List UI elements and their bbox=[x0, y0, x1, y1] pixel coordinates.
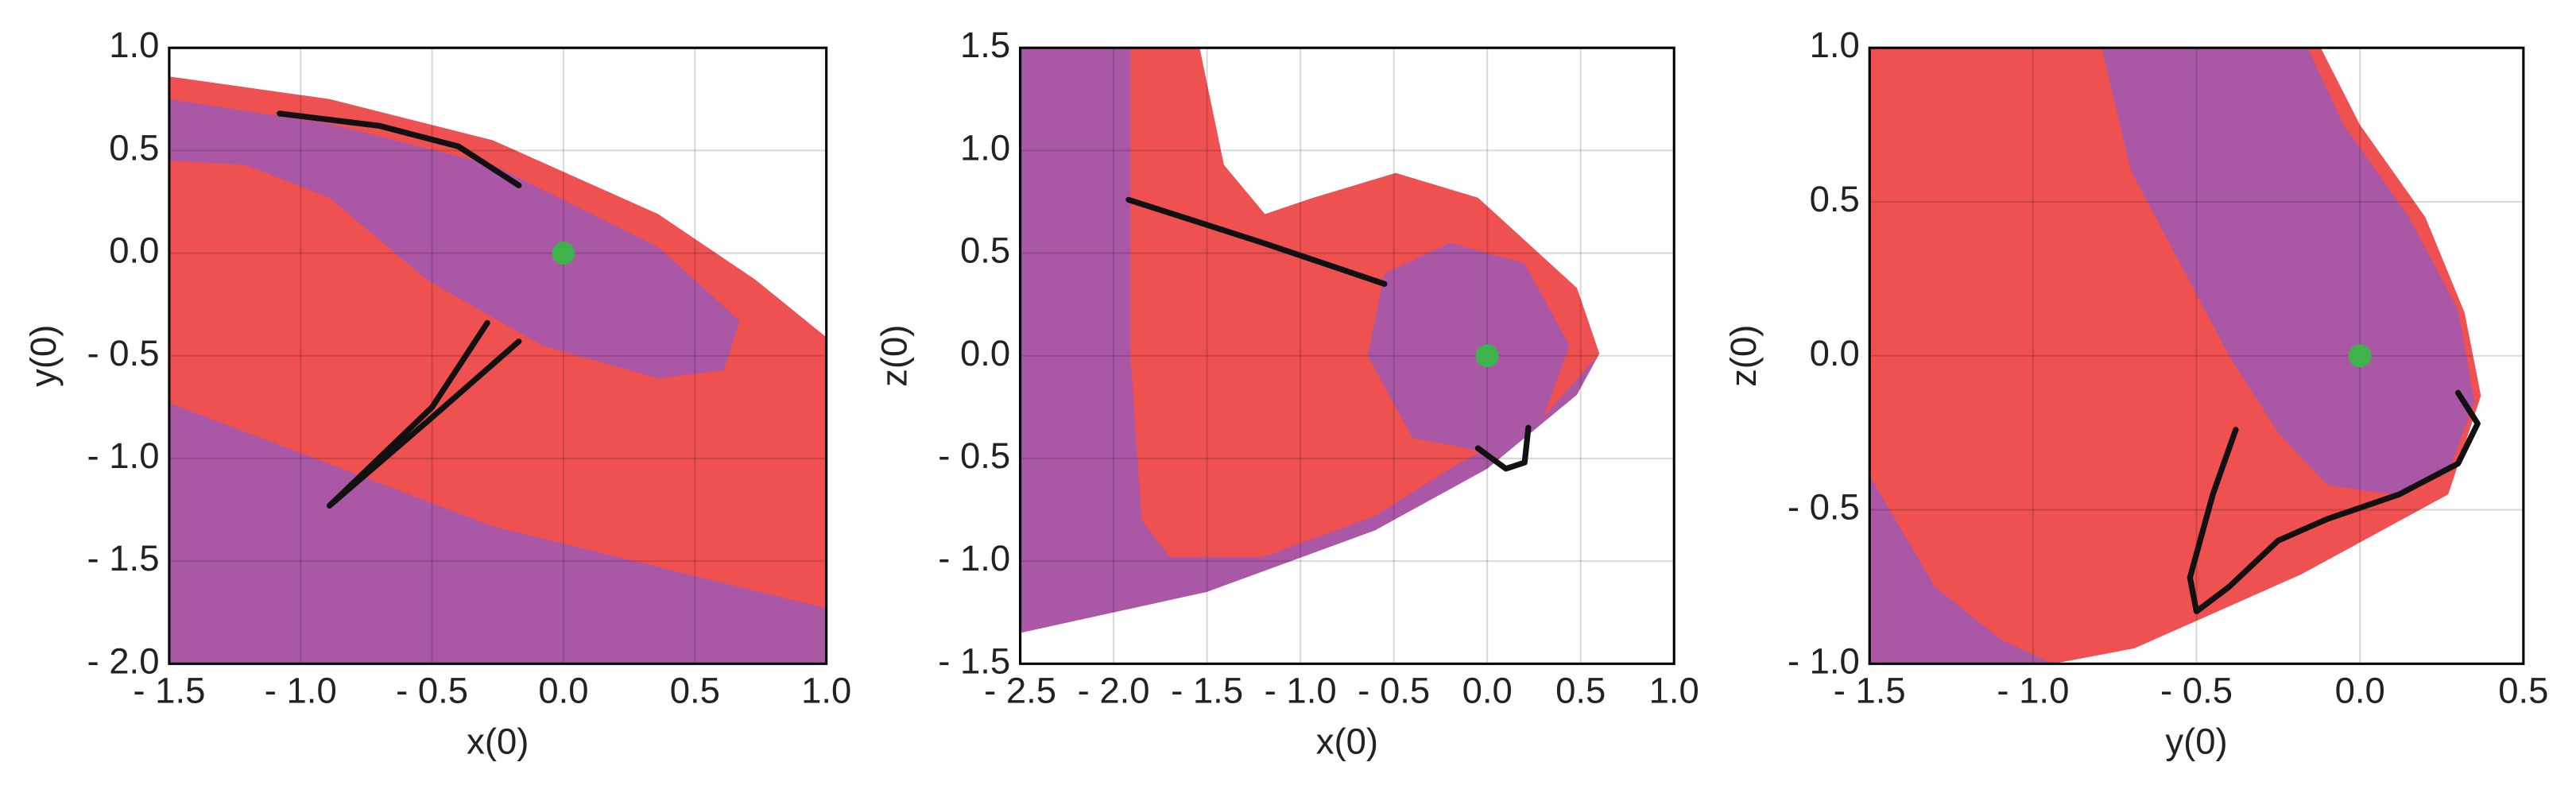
axes-frame bbox=[1868, 46, 2525, 665]
axes-frame bbox=[168, 46, 828, 665]
x-tick-label: 0.0 bbox=[538, 671, 588, 711]
x-tick-label: 0.5 bbox=[2498, 671, 2548, 711]
x-tick-label: - 0.5 bbox=[1358, 671, 1430, 711]
y-tick-label: - 1.5 bbox=[938, 640, 1010, 681]
y-tick-label: - 0.5 bbox=[938, 435, 1010, 476]
region bbox=[1869, 475, 2053, 664]
trajectory bbox=[2187, 389, 2481, 615]
x-tick-label: - 1.0 bbox=[1997, 671, 2069, 711]
y-tick-label: - 0.5 bbox=[1788, 487, 1860, 528]
x-axis-label: x(0) bbox=[467, 722, 529, 762]
x-tick-label: - 1.0 bbox=[265, 671, 337, 711]
y-axis-label: z(0) bbox=[1723, 325, 1764, 387]
region bbox=[169, 76, 827, 609]
y-tick-label: 0.0 bbox=[960, 333, 1010, 373]
point bbox=[552, 242, 575, 265]
trajectory bbox=[277, 110, 522, 188]
x-tick-label: - 1.0 bbox=[1265, 671, 1337, 711]
y-tick-label: 1.0 bbox=[109, 25, 159, 65]
region bbox=[2101, 48, 2475, 495]
point bbox=[2348, 344, 2372, 368]
x-tick-label: 0.5 bbox=[1555, 671, 1606, 711]
trajectory bbox=[1125, 196, 1388, 287]
x-tick-label: - 0.5 bbox=[2160, 671, 2233, 711]
x-tick-label: - 0.5 bbox=[396, 671, 468, 711]
y-tick-label: - 1.0 bbox=[938, 538, 1010, 578]
x-tick-label: 1.0 bbox=[1649, 671, 1699, 711]
y-axis-label: y(0) bbox=[23, 325, 64, 387]
y-tick-label: 0.0 bbox=[109, 230, 159, 271]
y-tick-label: - 1.5 bbox=[87, 538, 160, 578]
y-tick-label: 0.5 bbox=[960, 230, 1010, 271]
panel: - 1.5- 1.0- 0.5 0.0 0.5 1.0- 2.0- 1.5- 1.0-… bbox=[23, 25, 851, 761]
x-tick-label: - 2.0 bbox=[1078, 671, 1150, 711]
y-tick-label: 0.5 bbox=[109, 127, 159, 168]
region bbox=[169, 99, 740, 379]
x-tick-label: - 1.5 bbox=[133, 671, 205, 711]
trajectory bbox=[327, 339, 522, 509]
y-tick-label: 1.0 bbox=[1810, 25, 1860, 65]
point bbox=[1475, 344, 1499, 368]
panel: - 1.5- 1.0- 0.5 0.0 0.5- 1.0- 0.50.00.51.0… bbox=[1723, 25, 2548, 761]
x-tick-label: - 1.5 bbox=[1171, 671, 1243, 711]
plot-area bbox=[169, 48, 827, 664]
axes-frame bbox=[1019, 46, 1675, 665]
y-tick-label: - 1.0 bbox=[1788, 640, 1860, 681]
x-tick-label: - 1.5 bbox=[1834, 671, 1906, 711]
y-tick-label: 1.0 bbox=[960, 127, 1010, 168]
x-axis-label: y(0) bbox=[2165, 722, 2227, 762]
x-tick-label: 1.0 bbox=[801, 671, 851, 711]
plot-area bbox=[1869, 48, 2524, 664]
y-tick-label: 0.5 bbox=[1810, 179, 1860, 219]
y-tick-label: 1.5 bbox=[960, 25, 1010, 65]
x-tick-label: 0.5 bbox=[670, 671, 720, 711]
y-axis-label: z(0) bbox=[874, 325, 915, 387]
y-tick-label: - 2.0 bbox=[87, 640, 160, 681]
panel: - 2.5- 2.0- 1.5- 1.0- 0.5 0.0 0.5 1.0- 1.5-… bbox=[874, 25, 1699, 761]
trajectory bbox=[1474, 424, 1532, 472]
x-tick-label: - 2.5 bbox=[984, 671, 1056, 711]
x-tick-label: 0.0 bbox=[1462, 671, 1513, 711]
y-tick-label: - 0.5 bbox=[87, 333, 160, 373]
plot-area bbox=[1020, 48, 1675, 664]
x-axis-label: x(0) bbox=[1316, 722, 1378, 762]
region bbox=[1367, 242, 1570, 453]
x-tick-label: 0.0 bbox=[2335, 671, 2385, 711]
y-tick-label: - 1.0 bbox=[87, 435, 160, 476]
y-tick-label: 0.0 bbox=[1810, 333, 1860, 373]
